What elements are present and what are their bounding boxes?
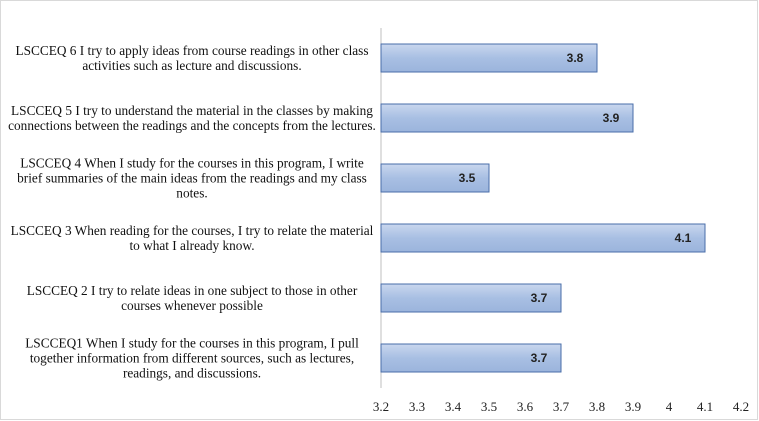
x-tick-label: 3.3	[409, 399, 425, 414]
data-label: 3.7	[531, 351, 548, 365]
x-tick-label: 3.9	[625, 399, 641, 414]
bar	[380, 343, 562, 373]
x-tick-label: 3.6	[517, 399, 534, 414]
y-tick-label: LSCCEQ 3 When reading for the courses, I…	[10, 223, 374, 253]
data-label: 3.9	[603, 111, 620, 125]
y-tick-label: LSCCEQ 6 I try to apply ideas from cours…	[15, 43, 369, 73]
data-label: 3.5	[459, 171, 476, 185]
data-label: 4.1	[675, 231, 692, 245]
bar	[380, 283, 562, 313]
x-tick-label: 4	[666, 399, 673, 414]
x-tick-label: 4.1	[697, 399, 713, 414]
data-label: 3.7	[531, 291, 548, 305]
x-tick-label: 3.2	[373, 399, 389, 414]
y-tick-label: LSCCEQ 4 When I study for the courses in…	[17, 155, 367, 201]
x-tick-label: 4.2	[733, 399, 749, 414]
x-tick-label: 3.7	[553, 399, 570, 414]
bar	[380, 103, 634, 133]
y-tick-label: LSCCEQ 2 I try to relate ideas in one su…	[26, 283, 358, 313]
bar	[380, 223, 706, 253]
bar	[380, 163, 490, 193]
y-tick-label: LSCCEQ 5 I try to understand the materia…	[8, 103, 376, 133]
y-tick-label: LSCCEQ1 When I study for the courses in …	[25, 335, 359, 381]
x-tick-label: 3.5	[481, 399, 497, 414]
data-label: 3.8	[567, 51, 584, 65]
x-tick-label: 3.8	[589, 399, 605, 414]
bar	[380, 43, 598, 73]
x-tick-label: 3.4	[445, 399, 462, 414]
